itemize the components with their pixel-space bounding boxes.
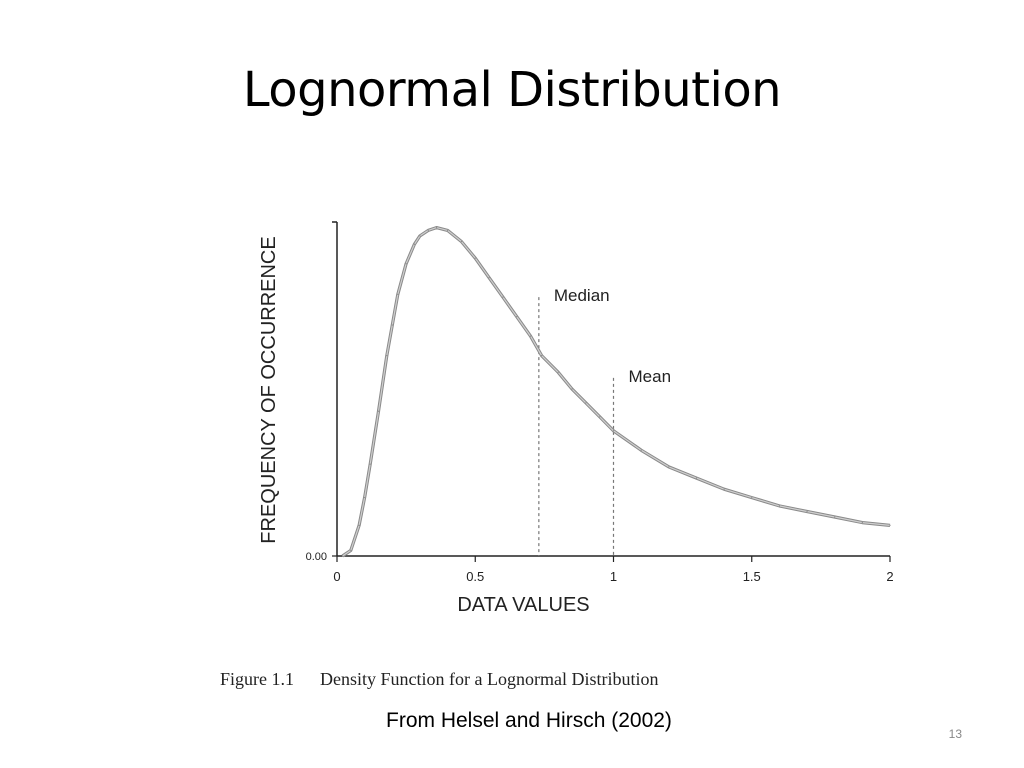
density-point [751,496,753,499]
density-point [405,263,407,265]
density-point [695,477,698,479]
density-point [447,229,449,231]
density-point [778,505,781,507]
chart-axes [332,221,890,557]
chart-marks [341,226,891,558]
density-point [474,257,476,259]
density-point [358,524,360,526]
density-point [369,463,371,465]
density-point [861,522,863,524]
density-point [599,416,601,418]
density-point [413,243,416,245]
x-tick-label: 0.5 [466,569,484,584]
mean-label: Mean [629,367,672,386]
density-point [391,324,393,326]
density-point [723,488,725,490]
density-point [668,466,670,468]
density-point [640,449,642,451]
density-point [834,516,836,518]
x-tick-label: 1.5 [743,569,761,584]
slide-title: Lognormal Distribution [242,62,782,118]
x-tick-label: 0 [333,569,340,584]
density-curve-outline [341,226,891,558]
density-curve-line [342,227,891,557]
density-point [806,510,808,513]
figure-caption: Figure 1.1 Density Function for a Lognorm… [220,669,658,690]
density-point [419,235,421,237]
density-point [516,316,518,318]
density-point [341,555,344,557]
density-point [460,240,463,243]
density-point [377,410,380,412]
source-note: From Helsel and Hirsch (2002) [386,709,672,732]
y-axis-label: FREQUENCY OF OCCURRENCE [258,236,280,543]
density-point [386,355,388,357]
density-point [435,226,438,229]
density-point [889,524,891,526]
density-point [529,335,532,337]
density-point [350,549,352,552]
x-tick-label: 1 [610,569,617,584]
density-point [571,388,573,390]
density-point [612,430,615,432]
figure-caption-text: Density Function for a Lognormal Distrib… [320,669,659,689]
density-point [364,496,366,499]
x-axis-label: DATA VALUES [457,594,589,616]
figure-number: Figure 1.1 [220,669,294,689]
density-point [557,371,559,373]
density-point [502,296,504,298]
density-point [585,402,587,404]
chart-ticks: 0 0.5 1 1.5 2 0.00 [306,551,894,584]
density-point [397,293,399,295]
page-number: 13 [948,727,962,741]
y-tick-label: 0.00 [306,551,327,563]
density-point [488,277,490,279]
chart-labels: DATA VALUES FREQUENCY OF OCCURRENCE Median… [258,236,671,616]
density-point [427,229,429,231]
density-point [541,355,543,357]
x-tick-label: 2 [886,569,893,584]
median-label: Median [554,286,610,305]
